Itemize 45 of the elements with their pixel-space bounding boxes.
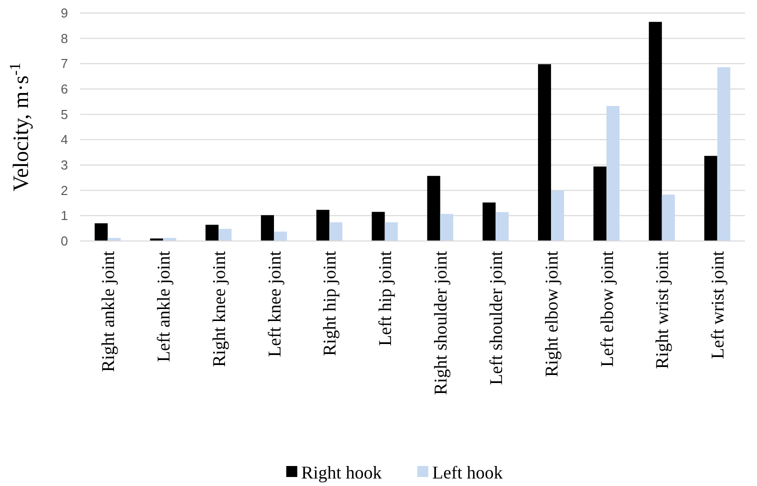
bar: [329, 222, 342, 241]
y-tick-label: 0: [60, 234, 68, 249]
bar: [206, 224, 219, 241]
bar: [427, 176, 440, 241]
y-tick-label: 1: [60, 208, 68, 224]
y-tick-label: 5: [60, 106, 68, 122]
bar: [704, 156, 718, 241]
bar: [551, 190, 564, 241]
bar: [316, 210, 330, 241]
x-tick-label: Left ankle joint: [153, 251, 174, 362]
bar: [606, 106, 620, 241]
legend-label: Left hook: [432, 462, 503, 482]
y-tick-label: 3: [60, 158, 68, 173]
bar: [372, 212, 385, 241]
bar: [482, 202, 496, 241]
x-tick-label: Right elbow joint: [541, 251, 562, 377]
legend-label: Right hook: [301, 462, 382, 482]
y-tick-label: 9: [60, 6, 68, 21]
x-tick-label: Right ankle joint: [98, 251, 118, 372]
bar: [593, 166, 606, 241]
x-tick-label: Right shoulder joint: [430, 251, 451, 395]
x-tick-label: Left knee joint: [264, 251, 284, 357]
bar: [496, 212, 509, 241]
bar: [440, 214, 454, 241]
bar: [260, 215, 274, 241]
bar: [662, 194, 675, 241]
bar: [274, 232, 287, 241]
x-tick-label: Left wrist joint: [708, 251, 728, 359]
x-tick-label: Right hip joint: [320, 251, 340, 356]
x-tick-label: Left shoulder joint: [486, 251, 506, 385]
bar: [94, 223, 108, 241]
bar: [384, 222, 398, 241]
y-tick-label: 7: [60, 56, 68, 72]
x-tick-label: Left elbow joint: [596, 251, 617, 367]
x-tick-label: Left hip joint: [375, 251, 396, 346]
bar: [538, 64, 552, 241]
y-tick-label: 6: [60, 82, 68, 97]
bar: [648, 22, 662, 241]
bar: [218, 228, 232, 241]
y-tick-label: 8: [60, 30, 68, 46]
bar: [717, 67, 730, 241]
y-tick-label: 4: [60, 132, 68, 148]
x-tick-label: Right wrist joint: [652, 251, 672, 370]
x-tick-label: Right knee joint: [208, 251, 229, 367]
y-tick-label: 2: [60, 182, 68, 198]
